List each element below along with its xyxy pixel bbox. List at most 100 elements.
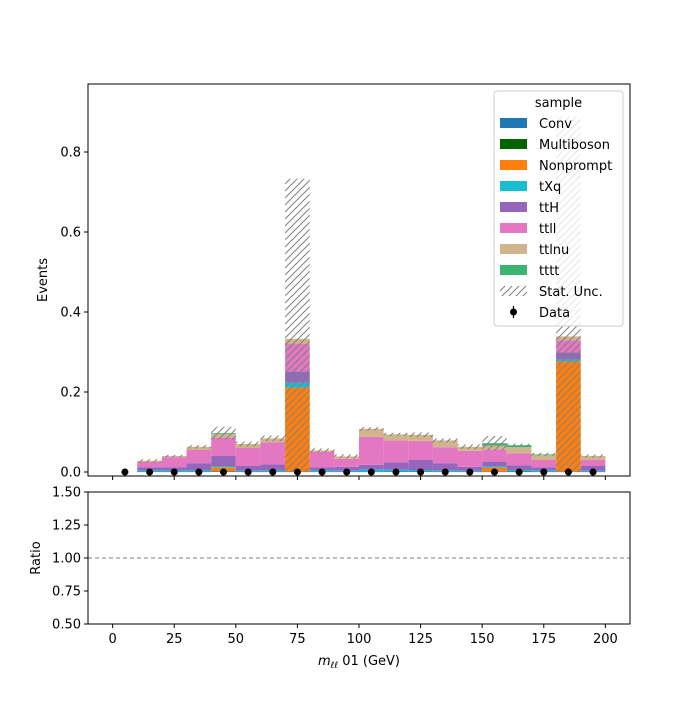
legend-swatch-conv [500, 118, 527, 128]
main-y-tick-label: 0.4 [60, 306, 81, 321]
main-x-axis [112, 476, 606, 480]
ratio-y-axis: 0.50 0.75 1.00 1.25 1.50 [52, 486, 88, 633]
main-y-tick-label: 0.2 [60, 386, 81, 401]
bar-ttll-bin-10 [359, 436, 384, 465]
bar-ttll-bin-19 [580, 460, 606, 466]
data-point-16 [515, 468, 523, 476]
main-y-tick-label: 0.6 [60, 226, 81, 241]
legend-swatch-data [510, 308, 517, 316]
stat-unc-bin-7 [285, 178, 310, 473]
ratio-y-tick-label: 0.50 [52, 618, 81, 633]
ratio-x-tick-label: 100 [347, 632, 372, 647]
bar-tth-bin-19 [580, 466, 606, 471]
data-point-8 [318, 468, 326, 476]
data-point-5 [244, 468, 252, 476]
bar-tth-bin-6 [260, 464, 286, 471]
bar-ttll-bin-12 [408, 440, 433, 460]
stat-unc-bin-14 [457, 444, 483, 450]
legend-swatch-stat-unc [500, 286, 527, 296]
legend-swatch-txq [500, 181, 527, 191]
ratio-x-axis: 0 25 50 75 100 125 150 175 200 [108, 624, 618, 647]
ratio-x-tick-label: 150 [470, 632, 495, 647]
data-point-19 [589, 468, 597, 476]
ratio-y-tick-label: 1.00 [52, 552, 81, 567]
data-point-9 [343, 468, 351, 476]
bar-tth-bin-13 [432, 463, 458, 471]
data-point-12 [417, 468, 425, 476]
main-y-axis: 0.0 0.2 0.4 0.6 0.8 [60, 146, 88, 481]
legend-label-data: Data [539, 306, 570, 321]
data-point-1 [146, 468, 154, 476]
legend-swatch-tttt [500, 265, 527, 275]
bar-ttlnu-bin-10 [359, 428, 384, 437]
stat-unc-bin-3 [186, 445, 212, 449]
ratio-axes-frame [87, 491, 631, 625]
x-axis-label-sub: ℓℓ [330, 661, 338, 671]
bar-ttll-bin-2 [161, 457, 187, 468]
bar-ttlnu-bin-16 [506, 447, 532, 454]
main-y-label: Events [36, 258, 51, 302]
data-point-15 [491, 468, 498, 476]
bar-tth-bin-16 [506, 465, 532, 470]
bar-tth-bin-3 [186, 463, 212, 471]
main-y-tick-label: 0.0 [60, 466, 81, 481]
legend-swatch-tth [500, 202, 527, 212]
bar-ttll-bin-13 [432, 447, 458, 464]
data-point-3 [195, 468, 203, 476]
stat-unc-bin-11 [383, 432, 409, 436]
bar-ttlnu-bin-17 [531, 455, 557, 460]
main-y-tick-label: 0.8 [60, 146, 81, 161]
ratio-y-tick-label: 1.50 [52, 486, 81, 501]
bar-tth-bin-10 [359, 464, 384, 470]
bar-ttll-bin-4 [211, 438, 236, 456]
data-point-7 [293, 468, 301, 476]
bar-ttlnu-bin-13 [432, 440, 458, 448]
legend-label-conv: Conv [539, 117, 572, 132]
bar-tth-bin-11 [383, 462, 409, 470]
stat-unc-bin-5 [235, 441, 261, 447]
bar-tth-bin-12 [408, 460, 433, 470]
bar-tth-bin-15 [482, 461, 507, 467]
stat-unc-bin-9 [334, 454, 359, 459]
legend-label-stat-unc: Stat. Unc. [539, 285, 603, 300]
bar-ttll-bin-11 [383, 440, 409, 463]
stat-unc-bin-4 [211, 426, 236, 440]
data-points [121, 468, 597, 476]
legend-label-nonprompt: Nonprompt [539, 159, 612, 174]
ratio-y-tick-label: 1.25 [52, 519, 81, 534]
ratio-y-tick-label: 0.75 [52, 585, 81, 600]
data-point-11 [392, 468, 400, 476]
x-axis-label-rest: 01 (GeV) [338, 654, 400, 669]
legend: sample Conv Multiboson Nonprompt tXq ttH ttll… [493, 90, 624, 327]
bar-tth-bin-4 [211, 456, 236, 466]
legend-label-ttll: ttll [539, 222, 556, 237]
legend-swatch-ttlnu [500, 244, 527, 254]
x-axis-label: mℓℓ 01 (GeV) [318, 654, 400, 671]
legend-label-tth: ttH [539, 201, 559, 216]
bar-ttll-bin-15 [482, 449, 507, 462]
bar-ttll-bin-6 [260, 442, 286, 465]
data-point-17 [540, 468, 548, 476]
stacked-histogram [137, 336, 606, 473]
ratio-y-label: Ratio [29, 541, 44, 574]
stat-unc-bin-12 [408, 432, 433, 438]
bar-txq-bin-4 [211, 466, 236, 468]
data-point-4 [220, 468, 227, 476]
bar-ttll-bin-14 [457, 450, 483, 467]
data-point-13 [441, 468, 449, 476]
bar-txq-bin-15 [482, 466, 507, 468]
stat-unc-bin-1 [137, 459, 162, 463]
bar-ttlnu-bin-19 [580, 456, 606, 460]
stat-unc-bin-19 [580, 454, 606, 458]
data-point-10 [367, 468, 375, 476]
bar-ttll-bin-8 [309, 452, 335, 468]
legend-label-multiboson: Multiboson [539, 138, 610, 153]
stat-unc-bin-15 [482, 436, 507, 451]
bar-ttll-bin-5 [235, 448, 261, 466]
stat-unc-bin-2 [161, 454, 187, 458]
legend-label-txq: tXq [539, 180, 561, 195]
bar-ttll-bin-16 [506, 453, 532, 466]
bar-ttll-bin-1 [137, 462, 162, 468]
